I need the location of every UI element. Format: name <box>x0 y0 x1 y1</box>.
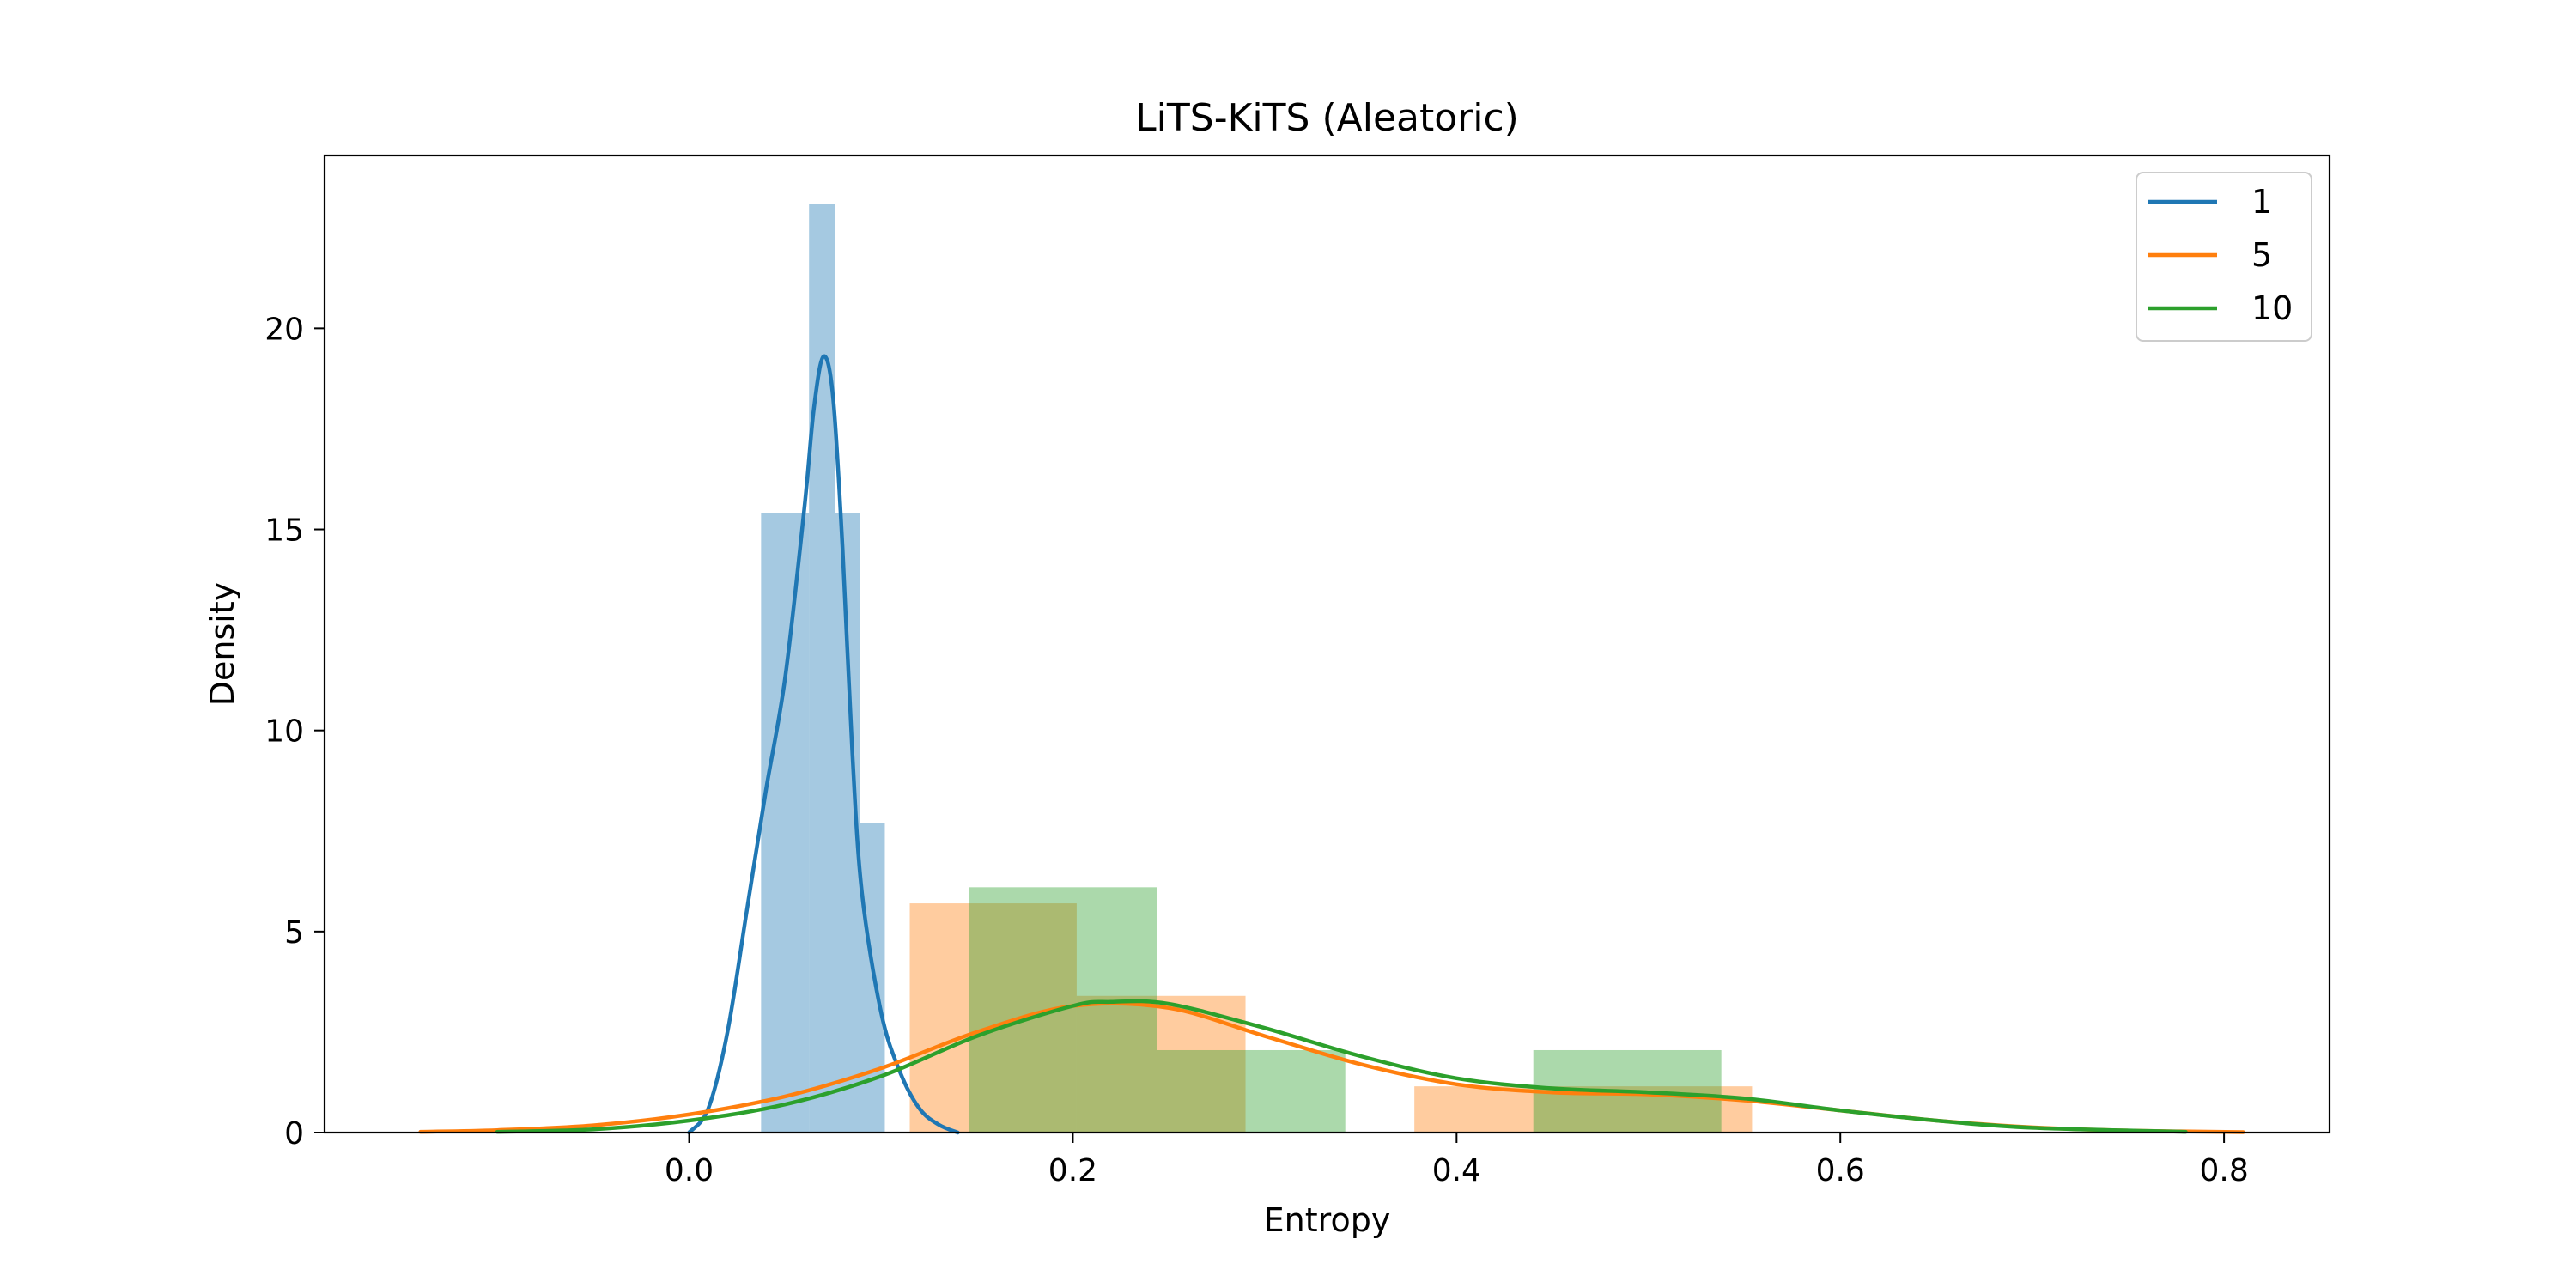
histogram-bar-series-1-1 <box>809 204 835 1133</box>
y-axis-ticks: 0 5 10 15 20 <box>264 312 325 1151</box>
x-tick-label: 0.8 <box>2199 1153 2248 1188</box>
y-tick-label: 15 <box>264 513 304 549</box>
y-tick-label: 20 <box>264 312 304 347</box>
histogram-bar-series-10-1 <box>1157 1049 1346 1133</box>
histogram-bar-series-1-0 <box>761 513 810 1133</box>
kde-line-series-10 <box>495 999 2188 1134</box>
x-tick-label: 0.0 <box>665 1153 714 1188</box>
axes-frame <box>323 154 2331 1134</box>
x-axis-label: Entropy <box>1264 1201 1391 1239</box>
legend-label-10: 10 <box>2251 289 2293 327</box>
kde-curves <box>418 354 2245 1135</box>
x-axis-ticks: 0.0 0.2 0.4 0.6 0.8 <box>665 1133 2249 1188</box>
x-tick-label: 0.2 <box>1048 1153 1097 1188</box>
kde-line-series-1 <box>687 354 960 1135</box>
y-axis-label: Density <box>204 582 241 706</box>
chart-title: LiTS-KiTS (Aleatoric) <box>1135 96 1519 140</box>
x-tick-label: 0.4 <box>1432 1153 1481 1188</box>
legend-box <box>2136 172 2312 342</box>
legend-label-5: 5 <box>2251 236 2272 274</box>
histogram-bar-series-5-0 <box>909 903 1077 1133</box>
legend-label-1: 1 <box>2251 183 2272 221</box>
y-tick-label: 5 <box>284 915 304 951</box>
y-tick-label: 10 <box>264 714 304 750</box>
x-tick-label: 0.6 <box>1816 1153 1865 1188</box>
y-tick-label: 0 <box>284 1116 304 1151</box>
